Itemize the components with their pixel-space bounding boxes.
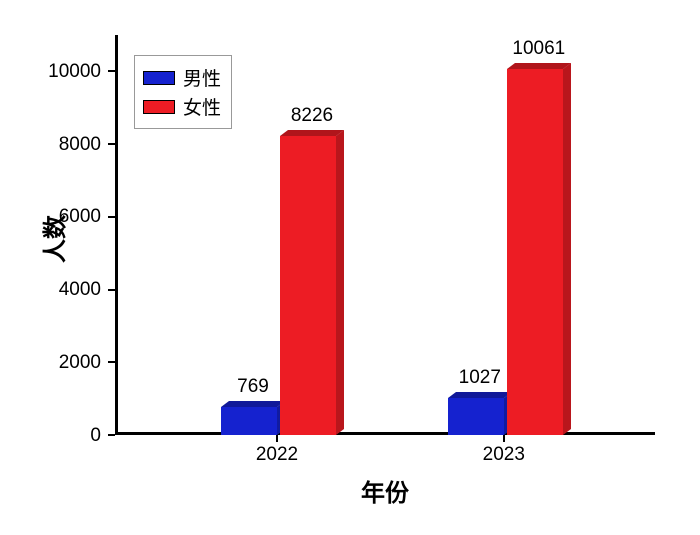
y-tick-label: 4000 <box>0 279 101 301</box>
y-tick-label: 8000 <box>0 134 101 156</box>
chart-root: 0200040006000800010000 20222023 76982261… <box>0 0 700 535</box>
legend-item: 女性 <box>143 93 221 120</box>
legend-swatch <box>143 71 175 85</box>
bar-male-2022 <box>221 407 277 435</box>
bar-female-2023 <box>507 69 563 435</box>
x-tick-mark <box>503 435 505 442</box>
y-tick-mark <box>108 216 115 218</box>
bar-value-label: 10061 <box>479 38 599 60</box>
y-tick-mark <box>108 289 115 291</box>
legend-item: 男性 <box>143 64 221 91</box>
legend-label: 女性 <box>183 93 221 120</box>
legend-swatch <box>143 100 175 114</box>
y-axis-title: 人数 <box>35 215 70 263</box>
y-tick-mark <box>108 361 115 363</box>
bar-male-2023 <box>448 398 504 435</box>
legend-label: 男性 <box>183 64 221 91</box>
x-axis-title: 年份 <box>325 473 445 508</box>
y-tick-mark <box>108 143 115 145</box>
y-tick-mark <box>108 70 115 72</box>
x-tick-mark <box>276 435 278 442</box>
legend: 男性女性 <box>134 55 232 129</box>
y-tick-mark <box>108 434 115 436</box>
bar-value-label: 8226 <box>252 105 372 127</box>
y-tick-label: 0 <box>0 425 101 447</box>
x-tick-label: 2023 <box>454 444 554 466</box>
x-tick-label: 2022 <box>227 444 327 466</box>
bar-female-2022 <box>280 136 336 435</box>
y-tick-label: 10000 <box>0 61 101 83</box>
y-tick-label: 2000 <box>0 352 101 374</box>
